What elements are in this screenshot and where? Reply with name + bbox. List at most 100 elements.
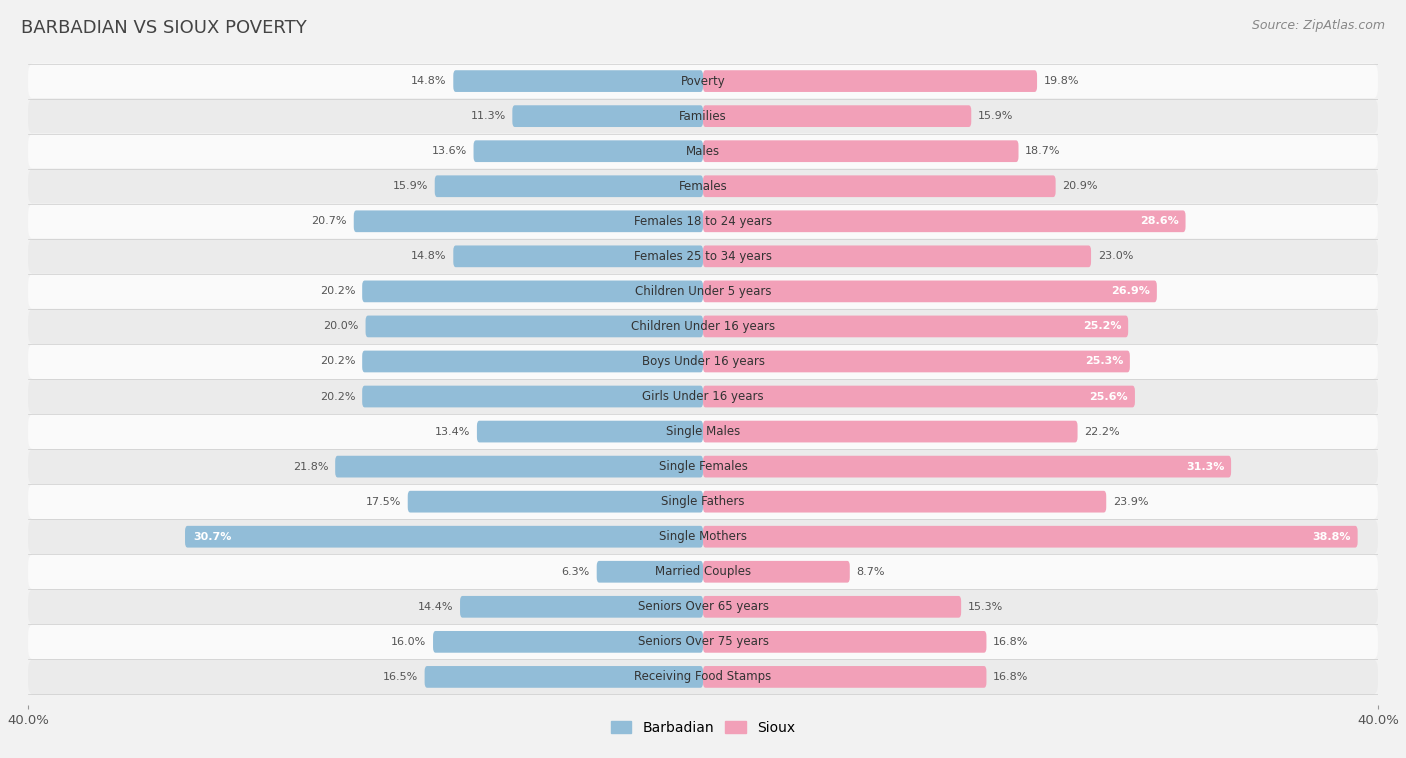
FancyBboxPatch shape bbox=[28, 239, 1378, 274]
Text: 14.8%: 14.8% bbox=[411, 76, 447, 86]
Text: Girls Under 16 years: Girls Under 16 years bbox=[643, 390, 763, 403]
Text: Females 25 to 34 years: Females 25 to 34 years bbox=[634, 250, 772, 263]
Text: 17.5%: 17.5% bbox=[366, 496, 401, 506]
Text: 18.7%: 18.7% bbox=[1025, 146, 1060, 156]
Text: 31.3%: 31.3% bbox=[1187, 462, 1225, 471]
Text: 19.8%: 19.8% bbox=[1043, 76, 1080, 86]
Text: 15.9%: 15.9% bbox=[979, 111, 1014, 121]
FancyBboxPatch shape bbox=[703, 246, 1091, 268]
FancyBboxPatch shape bbox=[354, 211, 703, 232]
Text: Families: Families bbox=[679, 110, 727, 123]
FancyBboxPatch shape bbox=[28, 99, 1378, 133]
Text: 14.4%: 14.4% bbox=[418, 602, 453, 612]
FancyBboxPatch shape bbox=[703, 666, 987, 688]
FancyBboxPatch shape bbox=[28, 659, 1378, 694]
Text: Married Couples: Married Couples bbox=[655, 565, 751, 578]
FancyBboxPatch shape bbox=[28, 484, 1378, 519]
Text: 23.0%: 23.0% bbox=[1098, 252, 1133, 262]
FancyBboxPatch shape bbox=[703, 386, 1135, 407]
Text: 13.6%: 13.6% bbox=[432, 146, 467, 156]
FancyBboxPatch shape bbox=[703, 351, 1130, 372]
FancyBboxPatch shape bbox=[453, 246, 703, 268]
Text: 28.6%: 28.6% bbox=[1140, 216, 1178, 227]
Text: 8.7%: 8.7% bbox=[856, 567, 884, 577]
Text: 11.3%: 11.3% bbox=[471, 111, 506, 121]
FancyBboxPatch shape bbox=[28, 133, 1378, 169]
FancyBboxPatch shape bbox=[28, 625, 1378, 659]
FancyBboxPatch shape bbox=[366, 315, 703, 337]
Text: Children Under 16 years: Children Under 16 years bbox=[631, 320, 775, 333]
Text: Single Males: Single Males bbox=[666, 425, 740, 438]
Text: Seniors Over 75 years: Seniors Over 75 years bbox=[637, 635, 769, 648]
FancyBboxPatch shape bbox=[186, 526, 703, 547]
Text: Source: ZipAtlas.com: Source: ZipAtlas.com bbox=[1251, 19, 1385, 32]
FancyBboxPatch shape bbox=[703, 211, 1185, 232]
Legend: Barbadian, Sioux: Barbadian, Sioux bbox=[605, 716, 801, 741]
Text: 15.3%: 15.3% bbox=[967, 602, 1002, 612]
Text: 15.9%: 15.9% bbox=[392, 181, 427, 191]
FancyBboxPatch shape bbox=[434, 175, 703, 197]
Text: Females 18 to 24 years: Females 18 to 24 years bbox=[634, 215, 772, 228]
FancyBboxPatch shape bbox=[703, 490, 1107, 512]
Text: 25.2%: 25.2% bbox=[1083, 321, 1122, 331]
FancyBboxPatch shape bbox=[28, 589, 1378, 625]
Text: Females: Females bbox=[679, 180, 727, 193]
FancyBboxPatch shape bbox=[28, 274, 1378, 309]
FancyBboxPatch shape bbox=[703, 140, 1018, 162]
Text: 14.8%: 14.8% bbox=[411, 252, 447, 262]
Text: 20.2%: 20.2% bbox=[321, 356, 356, 366]
Text: 22.2%: 22.2% bbox=[1084, 427, 1121, 437]
FancyBboxPatch shape bbox=[477, 421, 703, 443]
Text: Seniors Over 65 years: Seniors Over 65 years bbox=[637, 600, 769, 613]
FancyBboxPatch shape bbox=[703, 105, 972, 127]
Text: Males: Males bbox=[686, 145, 720, 158]
FancyBboxPatch shape bbox=[512, 105, 703, 127]
FancyBboxPatch shape bbox=[703, 456, 1232, 478]
FancyBboxPatch shape bbox=[703, 315, 1128, 337]
FancyBboxPatch shape bbox=[703, 175, 1056, 197]
Text: 20.2%: 20.2% bbox=[321, 287, 356, 296]
Text: 20.7%: 20.7% bbox=[312, 216, 347, 227]
Text: 21.8%: 21.8% bbox=[292, 462, 329, 471]
Text: 23.9%: 23.9% bbox=[1114, 496, 1149, 506]
FancyBboxPatch shape bbox=[474, 140, 703, 162]
FancyBboxPatch shape bbox=[363, 280, 703, 302]
Text: 20.0%: 20.0% bbox=[323, 321, 359, 331]
Text: 20.9%: 20.9% bbox=[1063, 181, 1098, 191]
FancyBboxPatch shape bbox=[408, 490, 703, 512]
Text: BARBADIAN VS SIOUX POVERTY: BARBADIAN VS SIOUX POVERTY bbox=[21, 19, 307, 37]
FancyBboxPatch shape bbox=[28, 449, 1378, 484]
FancyBboxPatch shape bbox=[335, 456, 703, 478]
Text: 38.8%: 38.8% bbox=[1312, 531, 1351, 542]
Text: 16.0%: 16.0% bbox=[391, 637, 426, 647]
FancyBboxPatch shape bbox=[28, 64, 1378, 99]
Text: 30.7%: 30.7% bbox=[194, 531, 232, 542]
FancyBboxPatch shape bbox=[28, 519, 1378, 554]
FancyBboxPatch shape bbox=[28, 379, 1378, 414]
FancyBboxPatch shape bbox=[433, 631, 703, 653]
FancyBboxPatch shape bbox=[28, 169, 1378, 204]
FancyBboxPatch shape bbox=[703, 421, 1077, 443]
FancyBboxPatch shape bbox=[703, 70, 1038, 92]
FancyBboxPatch shape bbox=[28, 554, 1378, 589]
FancyBboxPatch shape bbox=[460, 596, 703, 618]
Text: 26.9%: 26.9% bbox=[1111, 287, 1150, 296]
Text: Single Mothers: Single Mothers bbox=[659, 530, 747, 543]
Text: 6.3%: 6.3% bbox=[562, 567, 591, 577]
FancyBboxPatch shape bbox=[703, 561, 849, 583]
FancyBboxPatch shape bbox=[28, 414, 1378, 449]
FancyBboxPatch shape bbox=[363, 351, 703, 372]
Text: 20.2%: 20.2% bbox=[321, 392, 356, 402]
FancyBboxPatch shape bbox=[453, 70, 703, 92]
FancyBboxPatch shape bbox=[703, 526, 1358, 547]
Text: Poverty: Poverty bbox=[681, 74, 725, 88]
FancyBboxPatch shape bbox=[425, 666, 703, 688]
FancyBboxPatch shape bbox=[703, 280, 1157, 302]
FancyBboxPatch shape bbox=[28, 204, 1378, 239]
Text: 25.6%: 25.6% bbox=[1090, 392, 1128, 402]
Text: 13.4%: 13.4% bbox=[434, 427, 470, 437]
Text: 16.8%: 16.8% bbox=[993, 637, 1029, 647]
FancyBboxPatch shape bbox=[703, 631, 987, 653]
Text: 16.5%: 16.5% bbox=[382, 672, 418, 682]
Text: 25.3%: 25.3% bbox=[1085, 356, 1123, 366]
